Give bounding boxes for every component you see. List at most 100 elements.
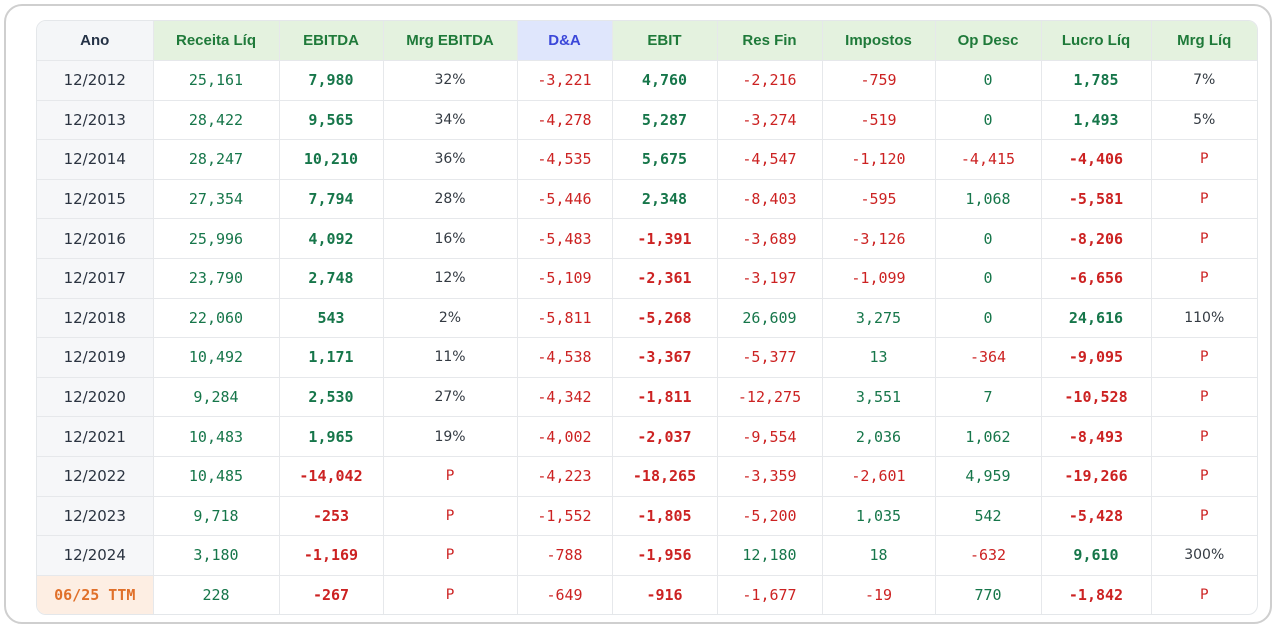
cell-mrg-ebitda: 34% <box>383 100 518 141</box>
cell-ebit: -1,805 <box>612 496 718 537</box>
cell-year: 12/2015 <box>37 179 154 220</box>
table-row: 12/2024 3,180 -1,169 P -788 -1,956 12,180 18 -63… <box>37 535 1257 576</box>
cell-res-fin: -2,216 <box>717 60 823 101</box>
table-row: 12/2015 27,354 7,794 28% -5,446 2,348 -8,403 -5… <box>37 179 1257 220</box>
table-row: 12/2019 10,492 1,171 11% -4,538 -3,367 -5,377 1… <box>37 337 1257 378</box>
cell-da: -1,552 <box>517 496 613 537</box>
cell-lucro-liq: -5,581 <box>1041 179 1152 220</box>
column-header-res-fin[interactable]: Res Fin <box>717 21 823 61</box>
cell-ebitda: 543 <box>279 298 384 339</box>
cell-ebit: -1,391 <box>612 218 718 259</box>
cell-receita-liq: 10,483 <box>153 416 280 457</box>
column-header-ebitda[interactable]: EBITDA <box>279 21 384 61</box>
cell-da: -3,221 <box>517 60 613 101</box>
cell-op-desc: 1,068 <box>935 179 1042 220</box>
cell-da: -4,223 <box>517 456 613 497</box>
cell-year: 12/2014 <box>37 139 154 180</box>
cell-res-fin: -5,377 <box>717 337 823 378</box>
cell-ebit: -916 <box>612 575 718 615</box>
cell-mrg-liq: 7% <box>1151 60 1257 101</box>
cell-mrg-liq: 300% <box>1151 535 1257 576</box>
column-header-da[interactable]: D&A <box>517 21 613 61</box>
cell-year: 12/2018 <box>37 298 154 339</box>
cell-res-fin: -1,677 <box>717 575 823 615</box>
column-header-mrg-ebitda[interactable]: Mrg EBITDA <box>383 21 518 61</box>
cell-receita-liq: 25,161 <box>153 60 280 101</box>
cell-op-desc: 1,062 <box>935 416 1042 457</box>
cell-mrg-liq: P <box>1151 139 1257 180</box>
table-row: 12/2021 10,483 1,965 19% -4,002 -2,037 -9,554 2… <box>37 416 1257 457</box>
cell-res-fin: -5,200 <box>717 496 823 537</box>
cell-impostos: 3,551 <box>822 377 936 418</box>
cell-ebit: 5,675 <box>612 139 718 180</box>
cell-receita-liq: 25,996 <box>153 218 280 259</box>
column-header-lucro-liq[interactable]: Lucro Líq <box>1041 21 1152 61</box>
cell-ebitda: 2,748 <box>279 258 384 299</box>
table-row: 12/2020 9,284 2,530 27% -4,342 -1,811 -12,275 3… <box>37 377 1257 418</box>
table-row: 06/25 TTM 228 -267 P -649 -916 -1,677 -19 770 -1,… <box>37 575 1257 615</box>
column-header-op-desc[interactable]: Op Desc <box>935 21 1042 61</box>
table-row: 12/2018 22,060 543 2% -5,811 -5,268 26,609 3,27… <box>37 298 1257 339</box>
cell-mrg-liq: P <box>1151 337 1257 378</box>
cell-ebitda: 2,530 <box>279 377 384 418</box>
cell-ebit: 2,348 <box>612 179 718 220</box>
cell-lucro-liq: -9,095 <box>1041 337 1152 378</box>
cell-ebitda: 1,965 <box>279 416 384 457</box>
cell-mrg-liq: P <box>1151 496 1257 537</box>
cell-mrg-ebitda: 11% <box>383 337 518 378</box>
cell-da: -4,002 <box>517 416 613 457</box>
cell-mrg-liq: P <box>1151 218 1257 259</box>
cell-year: 12/2013 <box>37 100 154 141</box>
cell-mrg-liq: P <box>1151 416 1257 457</box>
cell-res-fin: 26,609 <box>717 298 823 339</box>
column-header-ebit[interactable]: EBIT <box>612 21 718 61</box>
cell-ebitda: 1,171 <box>279 337 384 378</box>
cell-receita-liq: 10,485 <box>153 456 280 497</box>
cell-lucro-liq: 9,610 <box>1041 535 1152 576</box>
cell-ebitda: -14,042 <box>279 456 384 497</box>
cell-impostos: -519 <box>822 100 936 141</box>
cell-ebit: 5,287 <box>612 100 718 141</box>
cell-op-desc: 7 <box>935 377 1042 418</box>
cell-lucro-liq: -4,406 <box>1041 139 1152 180</box>
cell-da: -649 <box>517 575 613 615</box>
cell-op-desc: 0 <box>935 298 1042 339</box>
column-header-receita-liq[interactable]: Receita Líq <box>153 21 280 61</box>
cell-res-fin: -12,275 <box>717 377 823 418</box>
cell-impostos: 2,036 <box>822 416 936 457</box>
cell-mrg-ebitda: 12% <box>383 258 518 299</box>
cell-lucro-liq: -19,266 <box>1041 456 1152 497</box>
cell-impostos: 18 <box>822 535 936 576</box>
table-row: 12/2012 25,161 7,980 32% -3,221 4,760 -2,216 -7… <box>37 60 1257 101</box>
table-body: 12/2012 25,161 7,980 32% -3,221 4,760 -2,216 -7… <box>37 60 1257 615</box>
cell-op-desc: 770 <box>935 575 1042 615</box>
column-header-impostos[interactable]: Impostos <box>822 21 936 61</box>
cell-receita-liq: 23,790 <box>153 258 280 299</box>
cell-mrg-ebitda: 2% <box>383 298 518 339</box>
column-header-mrg-liq[interactable]: Mrg Líq <box>1151 21 1257 61</box>
cell-receita-liq: 3,180 <box>153 535 280 576</box>
cell-lucro-liq: 1,785 <box>1041 60 1152 101</box>
cell-da: -788 <box>517 535 613 576</box>
cell-ebit: -2,361 <box>612 258 718 299</box>
cell-mrg-liq: P <box>1151 456 1257 497</box>
cell-mrg-ebitda: P <box>383 575 518 615</box>
cell-da: -5,483 <box>517 218 613 259</box>
cell-res-fin: -3,197 <box>717 258 823 299</box>
cell-res-fin: -3,274 <box>717 100 823 141</box>
cell-da: -5,446 <box>517 179 613 220</box>
cell-ebitda: -253 <box>279 496 384 537</box>
cell-receita-liq: 10,492 <box>153 337 280 378</box>
cell-impostos: 3,275 <box>822 298 936 339</box>
cell-da: -5,811 <box>517 298 613 339</box>
cell-ebit: -1,811 <box>612 377 718 418</box>
cell-da: -4,342 <box>517 377 613 418</box>
cell-receita-liq: 22,060 <box>153 298 280 339</box>
cell-mrg-liq: 110% <box>1151 298 1257 339</box>
cell-da: -4,538 <box>517 337 613 378</box>
table-row: 12/2023 9,718 -253 P -1,552 -1,805 -5,200 1,035… <box>37 496 1257 537</box>
column-header-ano[interactable]: Ano <box>37 21 154 61</box>
cell-op-desc: 0 <box>935 60 1042 101</box>
cell-da: -5,109 <box>517 258 613 299</box>
table-row: 12/2016 25,996 4,092 16% -5,483 -1,391 -3,689-… <box>37 218 1257 259</box>
